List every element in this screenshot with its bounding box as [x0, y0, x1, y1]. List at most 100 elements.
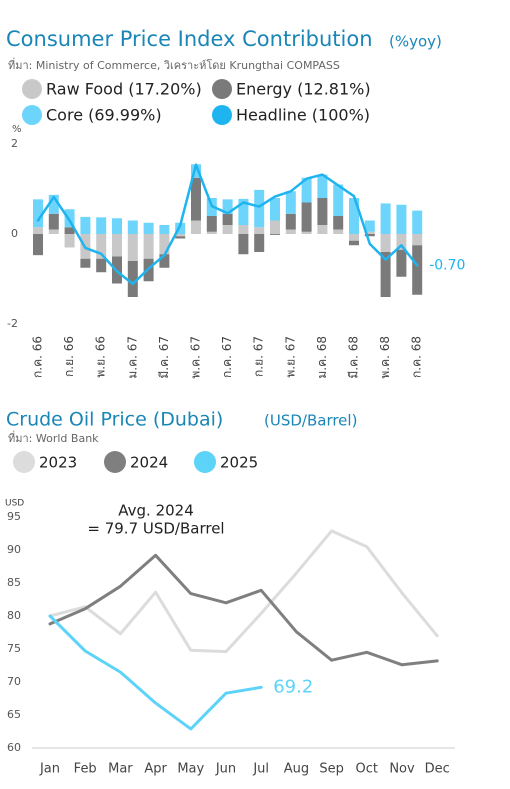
bar-segment	[143, 234, 154, 259]
bar-segment	[285, 229, 296, 234]
bar-segment	[48, 194, 59, 214]
y-tick-label: -2	[7, 317, 18, 330]
bar-segment	[112, 218, 122, 234]
bar-segment	[175, 236, 186, 239]
y-axis-label: USD	[5, 499, 24, 509]
bar-segment	[364, 220, 375, 232]
bar-segment	[301, 177, 312, 203]
bar-segment	[270, 234, 280, 235]
x-tick-label: Jul	[252, 762, 269, 777]
x-tick-label: ม.ค. 68	[315, 336, 329, 379]
source: ที่มา: World Bank	[8, 430, 99, 445]
bar-segment	[254, 234, 265, 252]
y-tick-label: 2	[11, 137, 18, 150]
x-tick-label: Aug	[284, 762, 309, 777]
bar-segment	[317, 174, 328, 198]
x-tick-label: Oct	[356, 762, 378, 777]
bar-segment	[159, 254, 170, 268]
chart-subtitle: (USD/Barrel)	[264, 412, 357, 430]
bar-segment	[270, 220, 280, 234]
bar-segment	[396, 234, 407, 250]
bar-segment	[238, 198, 249, 225]
bar-segment	[238, 234, 249, 255]
y-tick-label: 75	[7, 642, 21, 655]
bar-segment	[127, 261, 138, 297]
bar-segment	[159, 234, 170, 255]
bar-segment	[364, 231, 375, 234]
y-tick-label: 65	[7, 708, 21, 721]
x-tick-label: Mar	[108, 762, 133, 777]
line	[36, 163, 419, 286]
bar-segment	[396, 204, 407, 234]
bar-segment	[175, 234, 186, 237]
x-tick-label: May	[177, 762, 204, 777]
bar-segment	[127, 234, 138, 261]
bar-segment	[175, 222, 186, 234]
y-tick-label: 80	[7, 609, 21, 622]
x-tick-label: ม.ค. 67	[125, 336, 139, 379]
x-tick-label: ก.ย. 66	[62, 336, 76, 377]
bar-segment	[412, 245, 423, 295]
bar-segment	[33, 227, 43, 234]
legend-marker	[212, 79, 232, 99]
bar-segment	[333, 184, 344, 216]
bar-segment	[254, 227, 265, 234]
bar-segment	[48, 213, 59, 230]
bar-segment	[191, 164, 201, 178]
x-tick-label: ก.ค. 66	[31, 336, 45, 378]
bar-segment	[317, 198, 328, 225]
bar-segment	[396, 249, 407, 277]
legend-label: Core (69.99%)	[46, 106, 162, 125]
chart-title: Crude Oil Price (Dubai)	[6, 409, 223, 431]
bar-segment	[222, 225, 233, 234]
bar-segment	[33, 234, 43, 256]
x-tick-label: พ.ย. 67	[283, 336, 297, 378]
bar-segment	[380, 234, 391, 252]
bar-segment	[333, 229, 344, 234]
data-label: -0.70	[429, 258, 465, 274]
bar-segment	[270, 198, 280, 221]
bar-segment	[412, 234, 423, 246]
y-tick-label: 70	[7, 675, 21, 688]
bar-segment	[64, 209, 75, 228]
bar-segment	[364, 234, 375, 237]
bar-segment	[301, 202, 312, 232]
x-tick-label: ก.ค. 67	[220, 336, 234, 378]
legend-label: Headline (100%)	[236, 106, 370, 125]
source: ที่มา: Ministry of Commerce, วิเคราะห์โด…	[8, 57, 340, 72]
bar-segment	[301, 231, 312, 234]
bar-segment	[64, 234, 75, 248]
legend-marker	[104, 451, 126, 473]
chart-title: Consumer Price Index Contribution	[6, 27, 373, 51]
x-tick-label: Nov	[389, 762, 415, 777]
x-tick-label: พ.ค. 67	[189, 336, 203, 379]
x-tick-label: พ.ค. 68	[378, 336, 392, 379]
x-tick-label: Feb	[74, 762, 97, 777]
data-label: 69.2	[273, 676, 313, 697]
bar-segment	[380, 203, 391, 234]
bar-segment	[222, 199, 233, 214]
legend-label: 2023	[39, 454, 77, 472]
line	[48, 529, 439, 654]
legend-label: 2025	[220, 454, 258, 472]
bar-segment	[206, 216, 217, 232]
legend-label: Energy (12.81%)	[236, 80, 371, 99]
legend-marker	[13, 451, 35, 473]
y-axis-label: %	[12, 124, 22, 135]
legend-label: Raw Food (17.20%)	[46, 80, 202, 99]
x-tick-label: Jun	[215, 762, 236, 777]
bar-segment	[412, 210, 423, 234]
bar-segment	[222, 213, 233, 225]
bar-segment	[80, 216, 91, 234]
bar-segment	[349, 240, 359, 246]
y-tick-label: 60	[7, 741, 21, 754]
x-tick-label: Sep	[319, 762, 344, 777]
annotation: = 79.7 USD/Barrel	[87, 520, 224, 538]
bar-segment	[380, 252, 391, 297]
bar-segment	[112, 234, 122, 257]
bar-segment	[96, 234, 107, 259]
x-tick-label: Jan	[39, 762, 60, 777]
legend-marker	[22, 105, 42, 125]
x-tick-label: Apr	[144, 762, 167, 777]
